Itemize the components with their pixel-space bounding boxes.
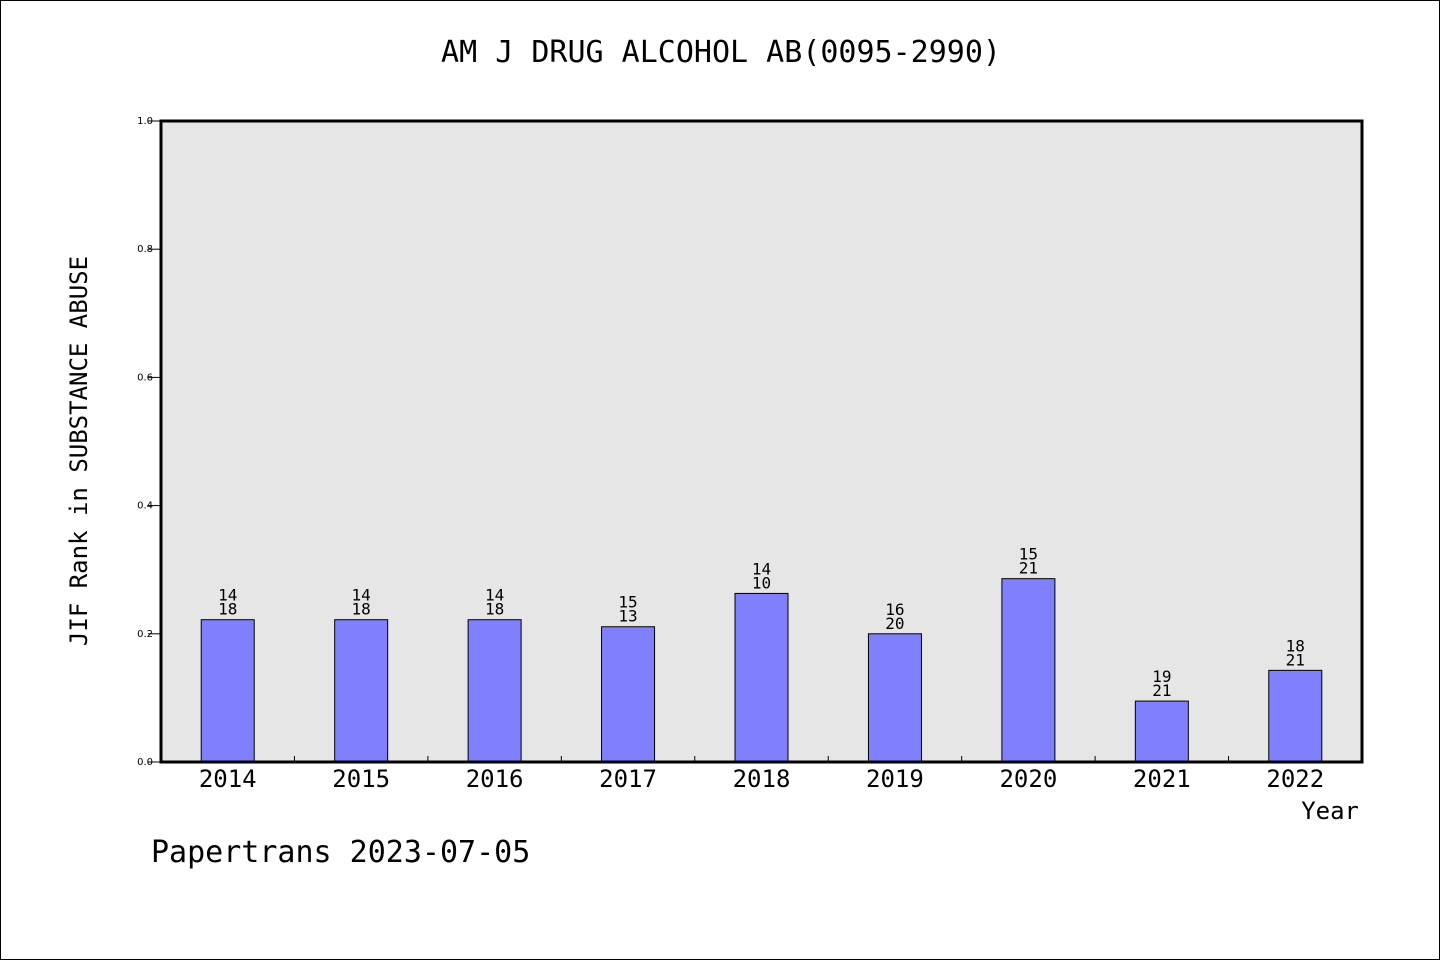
x-tick-label-2017: 2017 [599, 765, 657, 793]
bar-label-top-2015: 14 [352, 586, 371, 605]
x-axis-label: Year [1301, 797, 1359, 825]
bar-2019 [867, 633, 922, 763]
bar-label-top-2018: 14 [752, 559, 771, 578]
bar-2022 [1268, 669, 1323, 763]
bar-label-top-2020: 15 [1019, 545, 1038, 564]
y-tick-label: 1.0 [137, 116, 153, 127]
y-tick-label: 0.2 [137, 629, 153, 640]
bar-2014 [200, 619, 255, 763]
y-tick-label: 0.4 [137, 501, 153, 512]
x-tick-label-2019: 2019 [866, 765, 924, 793]
x-tick-label-2021: 2021 [1133, 765, 1191, 793]
bars-group [200, 578, 1323, 763]
bar-2018 [734, 592, 789, 763]
bar-label-bottom-2019: 20 [885, 614, 904, 633]
bar-label-bottom-2021: 21 [1152, 681, 1171, 700]
y-tick-label: 0.6 [137, 372, 153, 383]
x-tick-label-2015: 2015 [332, 765, 390, 793]
bar-label-bottom-2022: 21 [1286, 650, 1305, 669]
bar-label-top-2021: 19 [1152, 667, 1171, 686]
y-axis: 0.0 0.2 0.4 0.6 0.8 1.0 [137, 116, 161, 768]
bar-2021 [1134, 700, 1189, 763]
plot-border [159, 119, 1364, 764]
x-tick-label-2016: 2016 [466, 765, 524, 793]
footer-stamp: Papertrans 2023-07-05 [151, 835, 531, 870]
chart-title: AM J DRUG ALCOHOL AB(0095-2990) [441, 35, 1001, 70]
bar-label-top-2017: 15 [618, 593, 637, 612]
x-tick-label-2022: 2022 [1266, 765, 1324, 793]
bar-label-top-2016: 14 [485, 586, 504, 605]
x-tick-label-2020: 2020 [999, 765, 1057, 793]
bar-label-bottom-2016: 18 [485, 600, 504, 619]
bar-label-bottom-2020: 21 [1019, 559, 1038, 578]
bar-2016 [467, 619, 522, 763]
y-tick-label: 0.8 [137, 244, 153, 255]
bar-label-bottom-2018: 10 [752, 573, 771, 592]
y-tick-label: 0.0 [137, 757, 153, 768]
bar-2020 [1001, 578, 1056, 763]
bar-label-top-2019: 16 [885, 600, 904, 619]
bar-label-bottom-2015: 18 [352, 600, 371, 619]
bar-2015 [334, 619, 389, 763]
bar-label-bottom-2014: 18 [218, 600, 237, 619]
x-tick-label-2014: 2014 [199, 765, 257, 793]
bar-label-bottom-2017: 13 [618, 607, 637, 626]
x-tick-label-2018: 2018 [733, 765, 791, 793]
bar-label-top-2022: 18 [1286, 636, 1305, 655]
x-axis: 2014 2015 2016 2017 2018 2019 2020 2021 2022 [199, 756, 1324, 793]
bar-label-top-2014: 14 [218, 586, 237, 605]
bar-2017 [601, 626, 656, 763]
